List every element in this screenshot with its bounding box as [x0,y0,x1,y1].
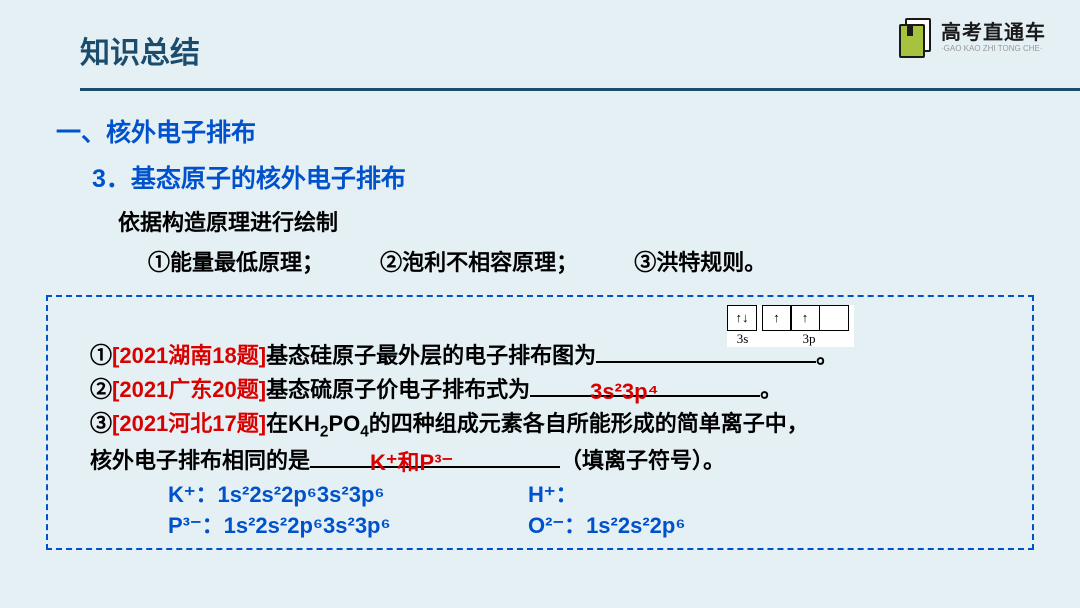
principle-1: ①能量最低原理； [148,250,324,275]
q1-text: 基态硅原子最外层的电子排布图为 [266,343,596,368]
q3-c: 的四种组成元素各自所能形成的简单离子中， [369,411,809,436]
question-1: ①[2021湖南18题]基态硅原子最外层的电子排布图为 。 [90,339,990,373]
q3-blank: K⁺和P³⁻ [310,466,560,468]
q3-e: （填离子符号）。 [560,448,725,473]
q3-ref: [2021河北17题] [112,411,266,436]
k-label: K⁺： [168,482,218,507]
electron-configs: K⁺：1s²2s²2p⁶3s²3p⁶ H⁺： P³⁻：1s²2s²2p⁶3s²3… [90,479,990,543]
q2-answer: 3s²3p⁴ [590,375,658,409]
q1-blank [596,361,816,363]
questions-box: ↑↓ ↑ ↑ 3s 3p ①[2021湖南18题]基态硅原子最外层的电子排布图为… [46,295,1034,550]
q3-a: 在KH [266,411,320,436]
principle-2: ②泡利不相容原理； [380,250,578,275]
config-o: O²⁻：1s²2s²2p⁶ [528,510,990,542]
q3-d: 核外电子排布相同的是 [90,448,310,473]
slide-container: 高考直通车 ·GAO KAO ZHI TONG CHE· 知识总结 一、核外电子… [0,0,1080,608]
q3-b: PO [328,411,360,436]
subsection-title: 3．基态原子的核外电子排布 [56,159,1024,195]
principles-list: ①能量最低原理； ②泡利不相容原理； ③洪特规则。 [56,245,1024,277]
orbital-3p2: ↑ [790,305,820,331]
config-k: K⁺：1s²2s²2p⁶3s²3p⁶ [168,479,528,511]
logo-title: 高考直通车 [941,23,1046,43]
brand-logo: 高考直通车 ·GAO KAO ZHI TONG CHE· [899,18,1046,58]
config-h: H⁺： [528,479,990,511]
logo-subtitle: ·GAO KAO ZHI TONG CHE· [941,45,1046,53]
q3-answer: K⁺和P³⁻ [370,446,453,480]
q2-ref: [2021广东20题] [112,377,266,402]
q2-blank: 3s²3p⁴ [530,395,760,397]
q3-sub2: 4 [360,424,369,441]
principle-3: ③洪特规则。 [634,250,766,275]
question-3: ③[2021河北17题]在KH2PO4的四种组成元素各自所能形成的简单离子中， [90,407,990,444]
o-label: O²⁻： [528,513,586,538]
intro-text: 依据构造原理进行绘制 [56,205,1024,237]
question-2: ②[2021广东20题]基态硫原子价电子排布式为3s²3p⁴。 [90,373,990,407]
content-area: 一、核外电子排布 3．基态原子的核外电子排布 依据构造原理进行绘制 ①能量最低原… [0,91,1080,277]
q2-period: 。 [760,377,782,402]
o-config: 1s²2s²2p⁶ [586,513,685,538]
q1-ref: [2021湖南18题] [112,343,266,368]
q3-num: ③ [90,411,112,436]
q2-text: 基态硫原子价电子排布式为 [266,377,530,402]
config-p: P³⁻：1s²2s²2p⁶3s²3p⁶ [168,510,528,542]
k-config: 1s²2s²2p⁶3s²3p⁶ [218,482,385,507]
question-3-line2: 核外电子排布相同的是K⁺和P³⁻（填离子符号）。 [90,444,990,478]
section-title: 一、核外电子排布 [56,113,1024,149]
q1-num: ① [90,343,112,368]
p-label: P³⁻： [168,513,224,538]
book-icon [899,18,935,58]
orbital-3s: ↑↓ [727,305,757,331]
q1-period: 。 [816,343,838,368]
orbital-3p1: ↑ [762,305,792,331]
q2-num: ② [90,377,112,402]
p-config: 1s²2s²2p⁶3s²3p⁶ [224,513,391,538]
orbital-3p3 [819,305,849,331]
h-label: H⁺： [528,482,578,507]
